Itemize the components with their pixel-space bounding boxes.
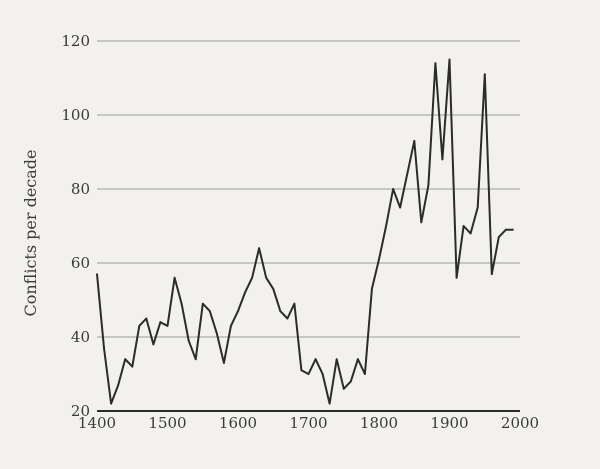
data-point	[138, 325, 141, 327]
data-point	[223, 362, 225, 364]
data-point	[286, 317, 289, 320]
data-point	[505, 228, 507, 231]
data-point	[455, 276, 458, 279]
data-point	[512, 228, 514, 231]
data-point	[244, 291, 246, 294]
x-tick-label: 1500	[148, 414, 186, 432]
data-point	[180, 302, 183, 305]
data-point	[307, 373, 310, 375]
data-point	[420, 221, 423, 224]
y-tick-label: 80	[71, 180, 90, 198]
data-point	[413, 140, 416, 142]
data-point	[335, 358, 338, 361]
y-tick-label: 120	[61, 32, 90, 50]
data-point	[490, 273, 493, 275]
data-point	[328, 402, 331, 405]
data-point	[194, 358, 197, 361]
data-point	[237, 310, 239, 312]
data-point	[497, 236, 500, 239]
y-tick-label: 60	[71, 254, 90, 272]
axes: 20 40 60 80 100 120 1400 1500 1600 1700 1800 1900 20…	[61, 32, 539, 432]
data-point	[96, 273, 98, 275]
data-point	[356, 358, 359, 361]
data-point	[342, 387, 345, 390]
data-point	[265, 276, 268, 279]
y-tick-label: 40	[71, 328, 90, 346]
x-tick-label: 1800	[360, 414, 398, 432]
data-point	[117, 384, 120, 386]
x-tick-label: 1700	[289, 414, 327, 432]
data-point	[349, 380, 352, 383]
data-point	[279, 310, 282, 312]
series-line-group	[96, 58, 514, 405]
data-point	[110, 402, 112, 405]
y-tick-label: 100	[61, 106, 90, 124]
data-point	[483, 73, 486, 76]
data-point	[103, 347, 105, 349]
x-tick-label: 1900	[430, 414, 468, 432]
data-point	[131, 365, 134, 368]
data-point	[434, 62, 437, 65]
data-point	[448, 58, 451, 61]
data-point	[124, 358, 127, 361]
data-point	[476, 206, 479, 209]
data-point	[321, 373, 324, 375]
gridlines	[97, 40, 520, 338]
data-point	[272, 288, 275, 290]
data-point	[469, 232, 472, 235]
data-point	[173, 276, 176, 279]
data-point	[462, 225, 465, 227]
data-point	[152, 343, 155, 346]
x-tick-label: 1600	[219, 414, 257, 432]
data-point	[441, 158, 444, 161]
series-line-0	[96, 58, 513, 405]
x-tick-label: 2000	[501, 414, 539, 432]
y-axis-label: Conflicts per decade	[21, 149, 40, 316]
data-point	[201, 302, 204, 305]
data-point	[406, 173, 409, 176]
data-point	[314, 358, 317, 361]
data-point	[300, 369, 303, 372]
data-point	[215, 332, 218, 335]
data-point	[159, 321, 162, 324]
data-point	[364, 373, 366, 375]
data-point	[392, 188, 394, 190]
data-point	[293, 302, 296, 305]
data-point	[385, 225, 387, 227]
data-point	[251, 276, 254, 279]
data-point	[208, 310, 211, 312]
data-point	[258, 247, 261, 250]
data-point	[145, 317, 148, 320]
x-tick-label: 1400	[78, 414, 116, 432]
data-point	[427, 184, 430, 187]
data-point	[371, 288, 373, 290]
data-point	[187, 339, 190, 342]
data-point	[230, 325, 232, 327]
y-tick-label: 20	[71, 402, 90, 420]
data-point	[399, 206, 402, 209]
data-point	[378, 258, 380, 261]
data-point	[166, 325, 169, 327]
